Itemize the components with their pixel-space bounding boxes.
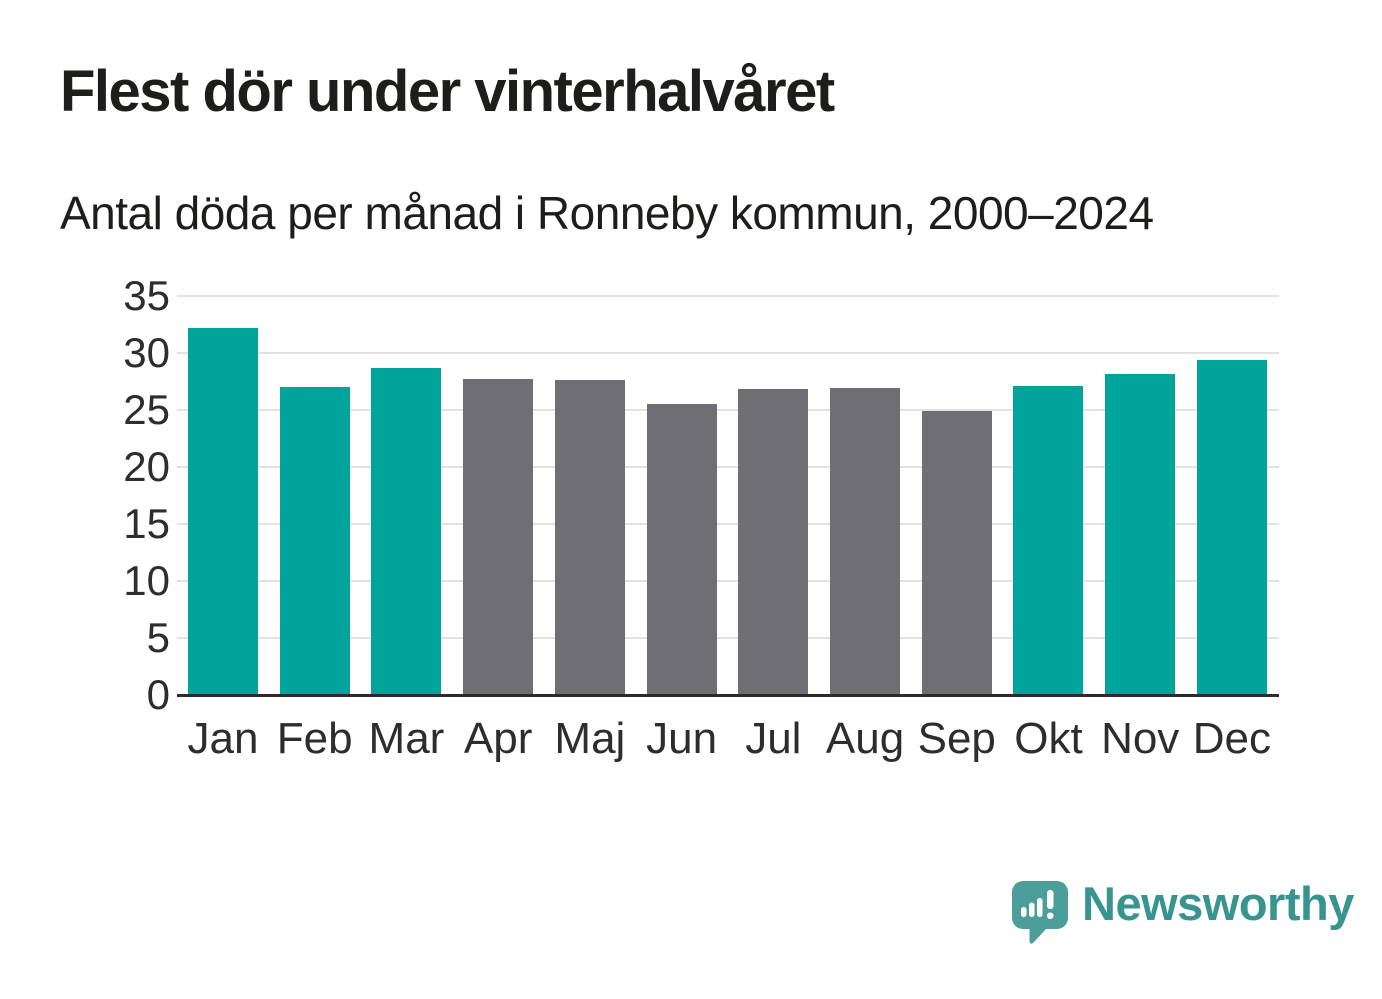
y-tick-0: 0 — [146, 671, 170, 718]
bar-mar — [371, 367, 442, 695]
x-tick-sep: Sep — [917, 714, 996, 763]
newsworthy-logo: Newsworthy — [1012, 877, 1354, 947]
y-tick-20: 20 — [123, 443, 170, 490]
bar-okt — [1013, 386, 1084, 695]
y-tick-15: 15 — [123, 500, 170, 547]
bar-nov — [1105, 373, 1176, 695]
y-tick-10: 10 — [123, 557, 170, 604]
newsworthy-logo-text: Newsworthy — [1082, 877, 1354, 930]
bar-sep — [921, 411, 992, 695]
gridline-5 — [177, 637, 1279, 639]
x-tick-dec: Dec — [1192, 714, 1272, 763]
gridline-15 — [177, 523, 1279, 525]
bar-jan — [188, 327, 258, 695]
x-axis-line — [177, 694, 1279, 697]
bar-aug — [830, 388, 901, 695]
x-tick-mar: Mar — [368, 714, 445, 763]
newsworthy-logo-icon — [1012, 881, 1068, 944]
x-tick-jun: Jun — [646, 714, 718, 763]
gridline-10 — [177, 580, 1279, 582]
x-tick-nov: Nov — [1101, 714, 1180, 763]
y-tick-5: 5 — [146, 614, 170, 661]
y-tick-35: 35 — [123, 272, 170, 319]
x-tick-jul: Jul — [745, 714, 802, 763]
gridline-20 — [177, 466, 1279, 468]
x-tick-aug: Aug — [825, 714, 905, 763]
bar-dec — [1196, 359, 1267, 695]
gridline-35 — [177, 295, 1279, 297]
y-tick-30: 30 — [123, 329, 170, 376]
bar-apr — [463, 379, 534, 695]
x-tick-jan: Jan — [187, 714, 259, 763]
x-tick-apr: Apr — [463, 714, 533, 763]
bar-jun — [646, 404, 717, 695]
x-tick-feb: Feb — [276, 714, 353, 763]
bar-feb — [279, 387, 350, 695]
gridline-30 — [177, 352, 1279, 354]
bar-maj — [554, 380, 625, 695]
bar-jul — [738, 389, 809, 695]
x-tick-maj: Maj — [554, 714, 626, 763]
y-tick-25: 25 — [123, 386, 170, 433]
chart-subtitle: Antal döda per månad i Ronneby kommun, 2… — [60, 187, 1154, 239]
chart-title: Flest dör under vinterhalvåret — [60, 59, 835, 124]
x-tick-okt: Okt — [1014, 714, 1083, 763]
gridline-25 — [177, 409, 1279, 411]
